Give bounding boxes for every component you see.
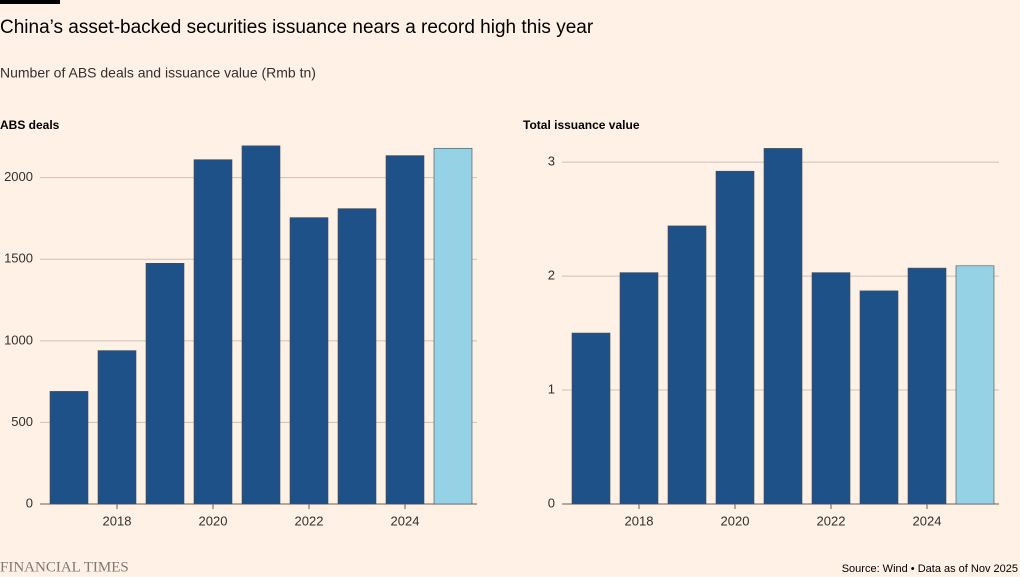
- chart-title: ABS deals: [0, 118, 60, 132]
- x-tick-label: 2018: [103, 513, 132, 528]
- x-tick-label: 2022: [817, 513, 846, 528]
- x-tick-label: 2018: [625, 513, 654, 528]
- page-title: China’s asset-backed securities issuance…: [0, 17, 594, 38]
- y-tick-label: 1: [548, 381, 555, 396]
- source: Source: Wind • Data as of Nov 2025: [842, 563, 1018, 575]
- bar: [193, 159, 233, 505]
- bar: [859, 290, 899, 505]
- x-tick-label: 2022: [295, 513, 324, 528]
- bar: [811, 272, 851, 505]
- logo: FINANCIAL TIMES: [0, 559, 129, 575]
- bar: [571, 332, 611, 505]
- brand-bar: [0, 0, 60, 4]
- x-tick-label: 2020: [199, 513, 228, 528]
- page-subtitle: Number of ABS deals and issuance value (…: [0, 65, 316, 81]
- x-tick-label: 2024: [913, 513, 942, 528]
- y-tick-label: 1000: [4, 332, 33, 347]
- y-tick-label: 2000: [4, 169, 33, 184]
- bar: [241, 145, 281, 505]
- x-tick-label: 2024: [391, 513, 420, 528]
- y-tick-label: 1500: [4, 251, 33, 266]
- bar: [385, 155, 425, 505]
- bar: [715, 170, 755, 505]
- y-tick-label: 0: [26, 495, 33, 510]
- y-tick-label: 2: [548, 268, 555, 283]
- bar: [667, 225, 707, 505]
- bar: [97, 350, 137, 505]
- bar: [433, 147, 473, 505]
- y-tick-label: 0: [548, 495, 555, 510]
- bar: [289, 217, 329, 505]
- bar: [337, 208, 377, 505]
- bar: [619, 272, 659, 505]
- bar: [49, 391, 89, 505]
- y-tick-label: 500: [11, 414, 33, 429]
- chart-title: Total issuance value: [523, 118, 640, 132]
- bar: [955, 265, 995, 505]
- bar: [763, 148, 803, 505]
- x-tick-label: 2020: [721, 513, 750, 528]
- bar: [907, 267, 947, 505]
- bar: [145, 263, 185, 505]
- y-tick-label: 3: [548, 154, 555, 169]
